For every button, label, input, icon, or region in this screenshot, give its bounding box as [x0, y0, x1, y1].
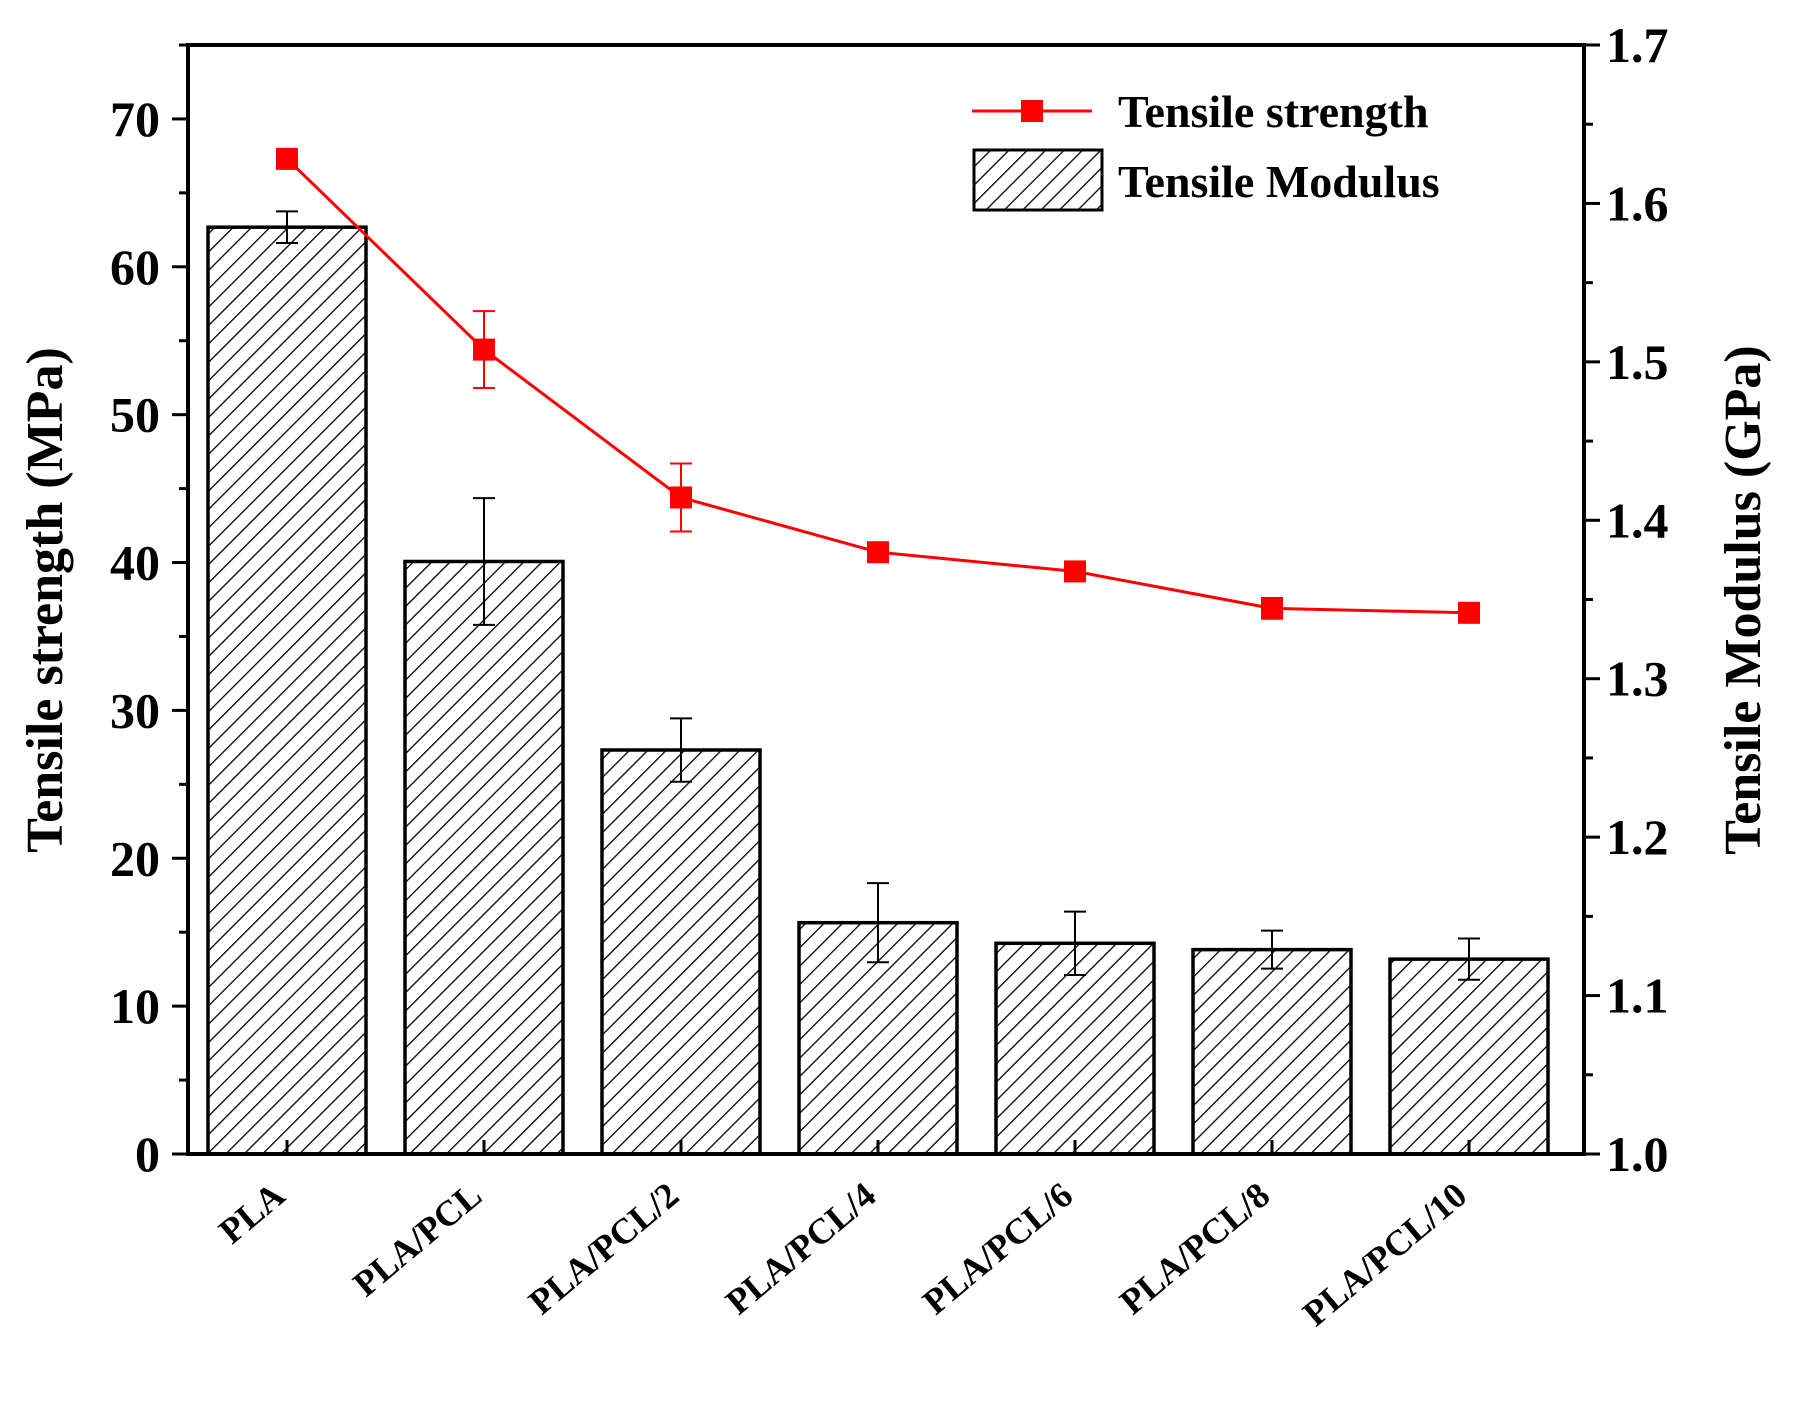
- bar-error-7: [1458, 937, 1480, 981]
- left-axis-title: Tensile strength (MPa): [17, 347, 74, 853]
- legend-label-tensile-strength: Tensile strength: [1118, 86, 1429, 137]
- bar-3: [600, 748, 762, 1156]
- bar-1: [206, 225, 368, 1156]
- bar-error-bars: [276, 210, 1480, 981]
- category-label: PLA/PCL/4: [718, 1174, 883, 1322]
- category-label: PLA/PCL: [345, 1174, 489, 1304]
- category-label: PLA/PCL/10: [1295, 1174, 1474, 1333]
- left-tick-label: 40: [110, 535, 160, 591]
- bar-2: [403, 559, 565, 1156]
- left-tick-label: 0: [135, 1126, 160, 1182]
- legend-label-tensile-modulus: Tensile Modulus: [1118, 156, 1440, 207]
- category-label: PLA/PCL/8: [1112, 1174, 1277, 1322]
- bar-error-6: [1261, 929, 1283, 970]
- line-point-6: [1261, 597, 1283, 620]
- right-tick-label: 1.0: [1606, 1126, 1669, 1182]
- bar-5: [994, 941, 1156, 1156]
- line-layer: [276, 147, 1480, 624]
- line-point-1: [276, 147, 298, 170]
- line-point-7: [1458, 601, 1480, 624]
- right-tick-label: 1.2: [1606, 809, 1669, 865]
- left-tick-label: 10: [110, 978, 160, 1034]
- right-tick-label: 1.5: [1606, 334, 1669, 390]
- line-point-2: [473, 338, 495, 361]
- right-tick-label: 1.6: [1606, 175, 1669, 231]
- left-tick-label: 60: [110, 239, 160, 295]
- category-axis: PLA PLA/PCL PLA/PCL/2 PLA/PCL/4 PLA/PCL/6 PLA…: [211, 1140, 1474, 1334]
- category-label: PLA/PCL/6: [915, 1174, 1080, 1322]
- bar-error-2: [473, 497, 495, 626]
- bars-layer: [206, 225, 1550, 1156]
- category-label: PLA/PCL/2: [521, 1174, 686, 1322]
- left-tick-label: 50: [110, 387, 160, 443]
- category-label: PLA: [211, 1174, 292, 1251]
- line-point-4: [867, 541, 889, 564]
- line-point-5: [1064, 560, 1086, 583]
- right-tick-label: 1.4: [1606, 492, 1669, 548]
- left-tick-label: 20: [110, 830, 160, 886]
- right-tick-label: 1.1: [1606, 968, 1669, 1024]
- line-point-3: [670, 486, 692, 509]
- legend-line-marker: [1021, 100, 1043, 122]
- bar-error-1: [276, 210, 298, 245]
- bar-6: [1191, 947, 1353, 1156]
- bar-7: [1388, 957, 1550, 1156]
- bar-error-3: [670, 717, 692, 783]
- legend: Tensile strength Tensile Modulus: [972, 86, 1440, 212]
- left-tick-label: 70: [110, 91, 160, 147]
- bar-error-4: [867, 882, 889, 964]
- right-tick-label: 1.3: [1606, 651, 1669, 707]
- left-axis: 0 10 20 30 40 50 60 70: [110, 43, 188, 1182]
- legend-bar-swatch: [972, 148, 1104, 212]
- right-tick-label: 1.7: [1606, 17, 1669, 73]
- left-tick-label: 30: [110, 682, 160, 738]
- right-axis: 1.0 1.1 1.2 1.3 1.4 1.5 1.6 1.7: [1584, 17, 1669, 1182]
- bar-error-5: [1064, 910, 1086, 976]
- right-axis-title: Tensile Modulus (GPa): [1715, 345, 1772, 855]
